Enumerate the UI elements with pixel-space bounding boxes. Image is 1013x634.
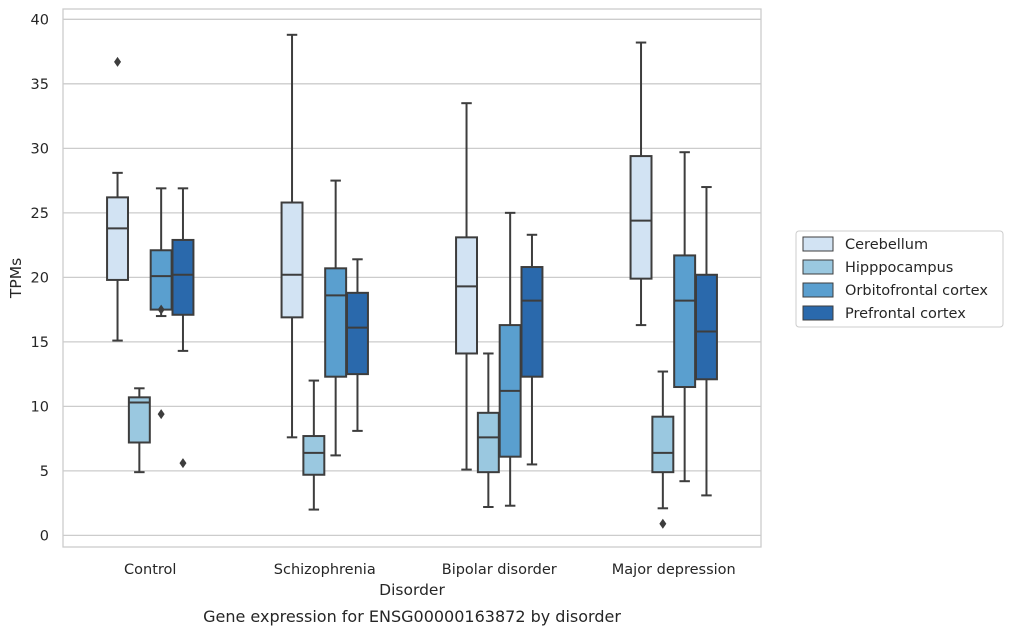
box <box>694 186 718 497</box>
legend-swatch <box>802 282 834 298</box>
y-tick-label: 5 <box>40 464 49 480</box>
box-body <box>455 236 479 355</box>
plot-frame <box>62 8 762 548</box>
y-tick-label: 40 <box>31 12 49 28</box>
box <box>476 352 500 509</box>
box-body <box>127 396 151 444</box>
box-body <box>345 291 369 376</box>
y-axis-ticks: 0 5 10 15 20 25 30 35 40 <box>31 12 49 544</box>
box <box>280 33 304 439</box>
chart-caption: Gene expression for ENSG00000163872 by d… <box>203 607 621 626</box>
y-tick-label: 0 <box>40 528 49 544</box>
y-tick-label: 15 <box>31 335 49 351</box>
y-tick-label: 20 <box>31 270 49 286</box>
legend-label: Hipppocampus <box>845 260 953 276</box>
box-body <box>324 267 348 378</box>
legend-label: Orbitofrontal cortex <box>845 283 988 299</box>
legend-frame <box>795 230 1004 328</box>
box <box>171 187 195 469</box>
box <box>498 211 522 507</box>
box-body <box>520 266 544 378</box>
box-body <box>629 155 653 280</box>
box <box>149 187 173 420</box>
box <box>651 370 675 529</box>
y-axis-title: TPMs <box>7 258 25 299</box>
box-body <box>171 238 195 316</box>
legend-items: Cerebellum Hipppocampus Orbitofrontal cort… <box>802 236 988 322</box>
boxes <box>106 33 718 529</box>
box <box>673 151 697 483</box>
outlier-point <box>157 409 165 420</box>
box <box>127 387 151 474</box>
box <box>106 56 130 342</box>
legend-swatch <box>802 259 834 275</box>
y-tick-label: 25 <box>31 206 49 222</box>
legend: Cerebellum Hipppocampus Orbitofrontal cort… <box>795 230 1004 328</box>
y-tick-label: 10 <box>31 399 49 415</box>
box <box>455 102 479 471</box>
x-tick-label: Major depression <box>612 562 736 578</box>
x-axis-ticks: Control Schizophrenia Bipolar disorder Majo… <box>124 562 736 578</box>
legend-swatch <box>802 236 834 252</box>
outlier-point <box>659 518 667 529</box>
box <box>345 258 369 432</box>
outlier-point <box>157 304 165 315</box>
legend-label: Cerebellum <box>845 237 928 253</box>
box <box>629 41 653 327</box>
y-tick-label: 35 <box>31 77 49 93</box>
box <box>520 233 544 466</box>
box-body <box>651 415 675 474</box>
x-tick-label: Bipolar disorder <box>442 562 557 578</box>
x-tick-label: Schizophrenia <box>274 562 376 578</box>
legend-swatch <box>802 305 834 321</box>
box-body <box>476 411 500 474</box>
x-tick-label: Control <box>124 562 176 578</box>
box-body <box>106 196 130 281</box>
y-tick-label: 30 <box>31 141 49 157</box>
box-body <box>280 201 304 319</box>
outlier-point <box>114 56 122 67</box>
box-body <box>302 435 326 476</box>
x-axis-title: Disorder <box>379 581 445 599</box>
legend-label: Prefrontal cortex <box>845 306 966 322</box>
box <box>302 379 326 511</box>
box <box>324 179 348 457</box>
outlier-point <box>179 458 187 469</box>
box-body <box>694 273 718 381</box>
box-body <box>673 254 697 389</box>
box-body <box>149 249 173 311</box>
